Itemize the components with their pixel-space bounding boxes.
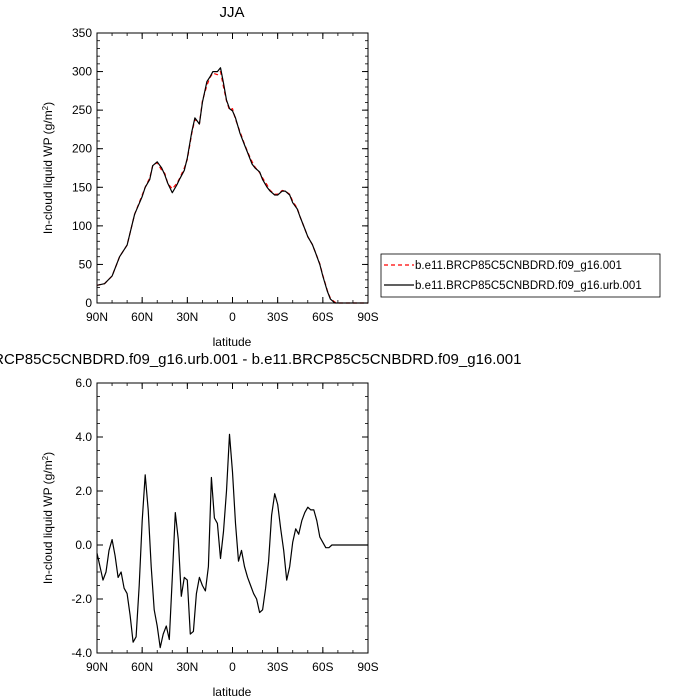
- bottom-y-axis-label: In-cloud liquid WP (g/m2): [41, 452, 56, 584]
- bottom-x-tick-label: 0: [229, 660, 236, 674]
- top-y-tick-label: 150: [72, 180, 92, 194]
- legend: b.e11.BRCP85C5CNBDRD.f09_g16.001 b.e11.B…: [380, 253, 661, 298]
- top-y-tick-label: 100: [72, 219, 92, 233]
- bottom-y-tick-label: 0.0: [75, 538, 92, 552]
- top-series-line-1: [96, 70, 368, 304]
- top-y-tick-label: 350: [72, 26, 92, 40]
- top-x-axis-label: latitude: [213, 335, 252, 349]
- top-x-tick-label: 30S: [267, 310, 288, 324]
- top-y-tick-label: 50: [79, 257, 93, 271]
- bottom-series-lines: [96, 433, 368, 649]
- top-y-tick-label: 300: [72, 65, 92, 79]
- bottom-axis-ticks: 90N 60N 30N 0 30S 60S 90S -4.0 -2.0 0.0 2.0 4.0 6.0: [71, 376, 378, 674]
- top-chart-title: JJA: [219, 4, 244, 21]
- bottom-panel: b.e11.BRCP85C5CNBDRD.f09_g16.urb.001 - b…: [0, 351, 521, 699]
- bottom-y-tick-label: -4.0: [71, 646, 92, 660]
- bottom-x-tick-label: 90S: [357, 660, 378, 674]
- bottom-y-tick-label: -2.0: [71, 592, 92, 606]
- top-series-lines: [96, 67, 368, 304]
- top-panel: JJA 90N 60N 30N 0 30S 60S 90S 0 50 100 150 200 250 30…: [41, 4, 379, 349]
- top-x-tick-label: 60S: [312, 310, 333, 324]
- legend-label-control: b.e11.BRCP85C5CNBDRD.f09_g16.001: [415, 260, 622, 272]
- top-x-tick-label: 90S: [357, 310, 378, 324]
- bottom-x-tick-label: 60N: [131, 660, 153, 674]
- top-x-tick-label: 90N: [86, 310, 108, 324]
- top-axis-ticks: 90N 60N 30N 0 30S 60S 90S 0 50 100 150 200 250 300 350: [72, 26, 379, 324]
- bottom-x-tick-label: 60S: [312, 660, 333, 674]
- bottom-y-tick-label: 6.0: [75, 376, 92, 390]
- top-x-tick-label: 30N: [176, 310, 198, 324]
- top-y-tick-label: 200: [72, 142, 92, 156]
- top-x-tick-label: 60N: [131, 310, 153, 324]
- bottom-x-tick-label: 30N: [176, 660, 198, 674]
- bottom-series-line-1: [96, 433, 368, 649]
- bottom-x-axis-label: latitude: [213, 685, 252, 699]
- top-y-axis-label: In-cloud liquid WP (g/m2): [41, 102, 56, 234]
- legend-box: [380, 253, 661, 298]
- legend-label-urb: b.e11.BRCP85C5CNBDRD.f09_g16.urb.001: [415, 280, 642, 292]
- top-series-line-2: [96, 67, 368, 304]
- top-y-tick-label: 0: [85, 296, 92, 310]
- bottom-x-tick-label: 30S: [267, 660, 288, 674]
- top-x-tick-label: 0: [229, 310, 236, 324]
- top-plot-frame: [96, 32, 369, 304]
- bottom-y-tick-label: 4.0: [75, 430, 92, 444]
- bottom-x-tick-label: 90N: [86, 660, 108, 674]
- bottom-chart-title: b.e11.BRCP85C5CNBDRD.f09_g16.urb.001 - b…: [0, 351, 521, 368]
- bottom-y-tick-label: 2.0: [75, 484, 92, 498]
- top-y-tick-label: 250: [72, 103, 92, 117]
